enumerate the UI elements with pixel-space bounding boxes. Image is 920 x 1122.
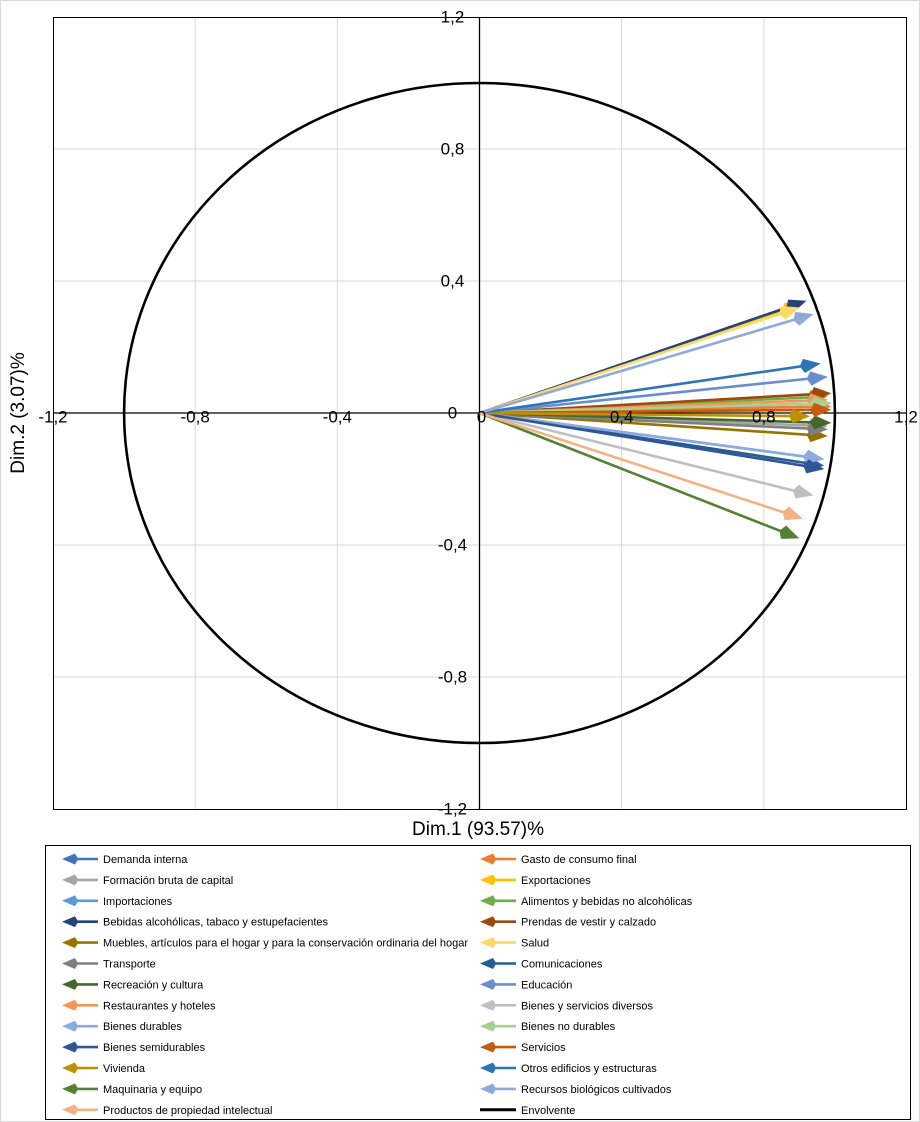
y-tick-label: 0,4 [441,271,465,290]
legend-label: Comunicaciones [521,959,603,971]
legend-swatch-arrow [480,1062,497,1074]
y-tick-label: 0 [448,403,457,422]
vector-arrowhead-19 [810,402,832,417]
x-tick-label: 0,4 [610,407,634,426]
vector-line-13 [479,376,815,415]
vector-arrowhead-13 [806,371,828,386]
legend-label: Bienes y servicios diversos [521,1000,654,1012]
legend-label: Maquinaria y equipo [103,1084,202,1096]
vector-arrowhead-12 [810,415,832,430]
vector-arrowhead-23 [793,311,814,326]
legend-label: Prendas de vestir y calzado [521,917,656,929]
legend-label: Formación bruta de capital [103,875,233,887]
legend-label: Bienes no durables [521,1021,616,1033]
legend-swatch-arrow [480,916,497,928]
x-tick-label: 0 [477,407,486,426]
vector-line-21 [479,364,808,415]
legend-label: Alimentos y bebidas no alcohólicas [521,896,693,908]
legend-swatch-arrow [480,1041,497,1053]
legend-label: Bebidas alcohólicas, tabaco y estupefaci… [103,917,329,929]
envelope-circle-shape [122,81,837,745]
legend-swatch-arrow [62,874,79,886]
legend-label: Restaurantes y hoteles [103,1000,216,1012]
legend: Demanda interna Gasto de consumo final For… [45,845,911,1120]
legend-label: Muebles, artículos para el hogar y para … [103,938,468,950]
legend-swatch-arrow [62,916,79,928]
vector-arrowhead-20 [788,408,811,424]
legend-label: Servicios [521,1042,566,1054]
legend-label: Recreación y cultura [103,979,204,991]
y-tick-label: -0,8 [438,667,467,686]
x-tick-label: 0,8 [752,407,776,426]
legend-label: Bienes semidurables [103,1042,206,1054]
vector-line-9 [479,310,787,415]
tick-labels: -1,2-1,2-0,8-0,8-0,4-0,400 0,40,40,80,81,… [38,7,917,818]
vector-line-23 [479,316,801,415]
legend-swatch-arrow [62,853,79,865]
legend-label: Educación [521,979,572,991]
y-tick-label: 1,2 [441,7,465,26]
legend-label: Otros edificios y estructuras [521,1063,657,1075]
vector-line-24 [479,411,791,516]
legend-swatch-arrow [62,978,79,990]
vector-line-22 [479,411,788,535]
legend-label: Vivienda [103,1063,146,1075]
vector-arrowhead-22 [779,525,800,539]
legend-label: Transporte [103,959,156,971]
legend-items: Demanda interna Gasto de consumo final For… [62,853,693,1117]
envelope-circle [122,81,837,745]
legend-swatch-arrow [62,1062,79,1074]
vector-arrowhead-15 [792,484,814,499]
plot-border [53,17,907,810]
y-tick-label: -0,4 [438,535,467,554]
legend-label: Envolvente [521,1105,575,1117]
legend-swatch-arrow [480,874,497,886]
x-tick-label: -0,4 [323,407,352,426]
plot-area: -1,2-1,2-0,8-0,8-0,4-0,400 0,40,40,80,81,… [38,7,917,818]
y-axis-label: Dim.2 (3.07)% [8,352,29,474]
vector-line-18 [479,411,812,469]
legend-swatch-arrow [62,895,79,907]
vector-line-20 [479,411,797,418]
vector-arrowhead-18 [803,459,825,474]
legend-label: Salud [521,938,549,950]
legend-swatch-arrow [480,1020,497,1032]
legend-swatch-arrow [480,895,497,907]
legend-swatch-arrow [62,1104,79,1116]
y-tick-label: -1,2 [438,799,467,818]
legend-swatch-arrow [480,853,497,865]
y-tick-label: 0,8 [441,139,465,158]
legend-label: Importaciones [103,896,173,908]
legend-swatch-arrow [62,999,79,1011]
vector-arrowhead-9 [779,305,800,320]
x-axis-label: Dim.1 (93.57)% [412,819,544,840]
x-tick-label: -0,8 [181,407,210,426]
variable-vectors [479,299,832,539]
legend-swatch-arrow [62,1083,79,1095]
legend-swatch-arrow [62,937,79,949]
legend-box [45,845,911,1120]
legend-swatch-arrow [480,958,497,969]
legend-swatch-arrow [480,999,497,1011]
legend-swatch-arrow [62,1041,79,1053]
legend-swatch-arrow [480,937,497,949]
legend-swatch-arrow [480,978,497,990]
vector-line-15 [479,411,801,494]
legend-label: Demanda interna [103,854,188,866]
legend-label: Productos de propiedad intelectual [103,1105,272,1117]
legend-label: Exportaciones [521,875,591,887]
legend-swatch-arrow [62,1020,79,1032]
vector-line-16 [479,411,811,459]
vector-arrowhead-21 [799,358,821,374]
legend-swatch-arrow [480,1083,497,1095]
legend-label: Gasto de consumo final [521,854,637,866]
legend-label: Bienes durables [103,1021,182,1033]
legend-label: Recursos biológicos cultivados [521,1084,672,1096]
legend-swatch-arrow [62,958,79,969]
vector-arrowhead-24 [782,506,803,521]
